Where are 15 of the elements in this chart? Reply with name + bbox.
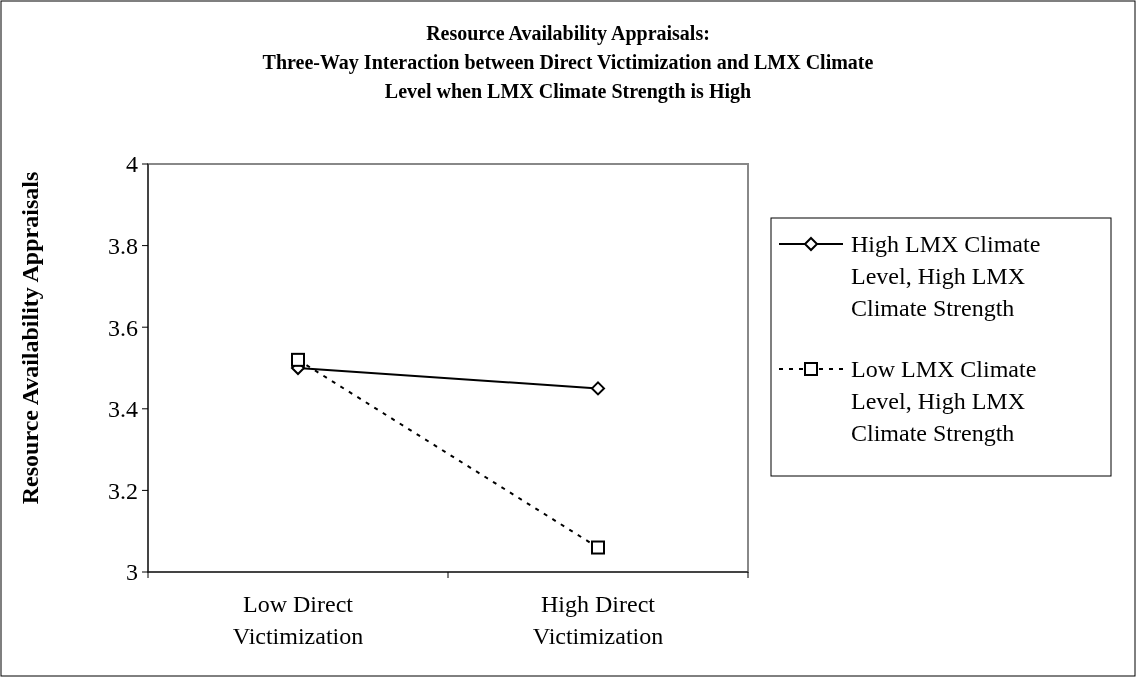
x-tick-label: Low Direct Victimization — [232, 591, 364, 649]
legend-label: Low LMX Climate Level, High LMX Climate Strength — [851, 356, 1037, 446]
point — [591, 540, 605, 555]
legend-label: High LMX Climate Level, High LMX Climate Strength — [851, 231, 1041, 321]
x-tick-label: High Direct Victimization — [532, 591, 664, 649]
y-tick-label: 4 — [126, 151, 138, 178]
chart-title: Resource Availability Appraisals: Three-Way Interaction between Direct Victimization and LMX Climate Level when LMX Climate Strength is High — [262, 22, 874, 103]
point — [291, 352, 305, 367]
point — [591, 381, 605, 396]
y-tick-label: 3 — [126, 559, 138, 586]
y-tick-label: 3.6 — [108, 314, 138, 341]
y-tick-label: 3.2 — [108, 477, 138, 504]
y-tick-label: 3.4 — [108, 396, 138, 423]
y-tick-label: 3.8 — [108, 233, 138, 259]
y-axis-title: Resource Availability Appraisals — [17, 171, 43, 505]
